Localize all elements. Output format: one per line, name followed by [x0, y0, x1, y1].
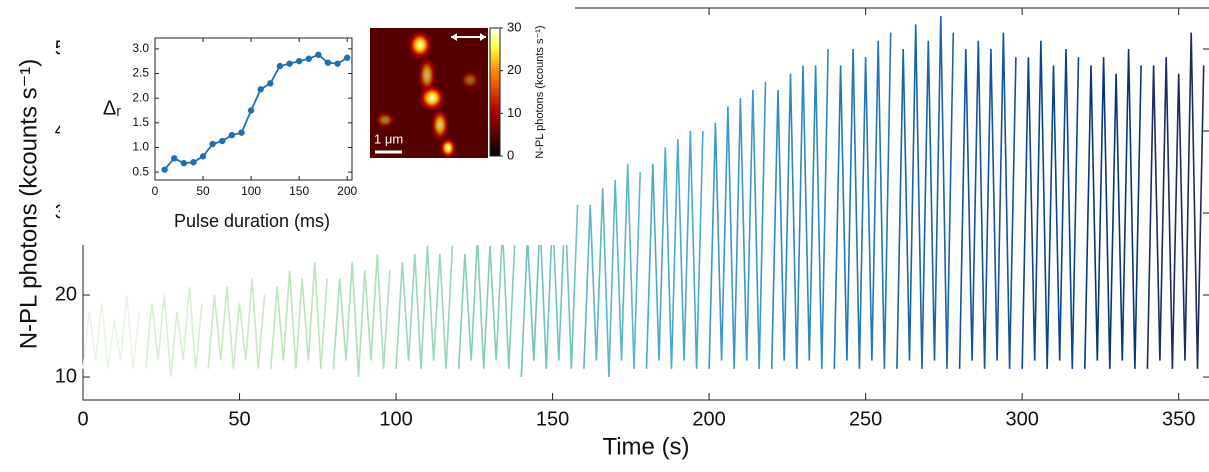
- data-point: [190, 159, 197, 166]
- x-tick-label: 150: [536, 408, 569, 430]
- x-tick-label: 100: [379, 408, 412, 430]
- x-tick-label: 150: [289, 184, 309, 198]
- colorbar-label: N-PL photons (kcounts s⁻¹): [534, 25, 546, 158]
- colorbar-tick-label: 0: [507, 147, 514, 162]
- y-tick-label: 10: [55, 365, 77, 387]
- series-line: [144, 286, 203, 378]
- y-tick-label: 0.5: [132, 164, 149, 178]
- x-tick-label: 100: [241, 184, 261, 198]
- series-line: [270, 262, 328, 369]
- y-tick-label: 20: [55, 283, 77, 305]
- x-tick-label: 350: [1162, 408, 1195, 430]
- data-point: [247, 107, 255, 114]
- series-line: [1146, 32, 1205, 369]
- colorbar-tick-label: 10: [507, 105, 521, 120]
- data-point: [219, 137, 226, 145]
- inset-y-label: Δᵣ: [103, 97, 121, 119]
- x-tick-label: 300: [1005, 408, 1038, 430]
- data-point: [324, 59, 332, 66]
- data-point: [228, 131, 236, 139]
- series-line: [1084, 48, 1142, 369]
- y-tick-label: 2.0: [132, 90, 149, 104]
- inset-background: [60, 5, 575, 245]
- y-tick-label: 3.0: [132, 41, 149, 55]
- series-line: [708, 81, 767, 369]
- colorbar-tick-label: 30: [507, 19, 521, 34]
- series-line: [207, 278, 266, 369]
- series-line: [833, 32, 892, 369]
- heatmap-image: 1 μm: [370, 28, 488, 158]
- x-tick-label: 50: [228, 408, 250, 430]
- y-tick-label: 2.5: [132, 66, 149, 80]
- x-tick-label: 250: [849, 408, 882, 430]
- x-tick-label: 200: [692, 408, 725, 430]
- inset-frame: [154, 37, 353, 181]
- series-line: [332, 253, 391, 378]
- scale-bar-label: 1 μm: [374, 131, 403, 146]
- x-tick-label: 0: [77, 408, 88, 430]
- series-line: [82, 294, 141, 369]
- data-point: [276, 62, 284, 70]
- colorbar: [489, 27, 501, 157]
- x-tick-label: 0: [152, 184, 159, 198]
- series-line: [645, 130, 704, 369]
- data-point: [295, 57, 303, 65]
- colorbar-tick-label: 20: [507, 62, 521, 77]
- y-axis-label: N-PL photons (kcounts s⁻¹): [15, 59, 42, 350]
- inset-x-label: Pulse duration (ms): [174, 211, 330, 231]
- data-point: [180, 160, 188, 167]
- data-point: [199, 153, 207, 160]
- series-line: [395, 245, 454, 369]
- data-point: [171, 155, 178, 162]
- data-point: [161, 166, 168, 173]
- colorbar-axis: 0 10 20 30: [500, 19, 521, 162]
- series-line: [958, 32, 1017, 369]
- inset-plot: 0 50 100 150 200 0.5 1.0 1.5 2.0 2.5 3.0: [132, 38, 358, 198]
- y-tick-label: 1.0: [132, 140, 149, 154]
- series-line: [457, 229, 516, 369]
- data-point: [334, 60, 341, 67]
- series-line: [520, 204, 579, 378]
- series-line: [1021, 40, 1080, 369]
- data-point: [209, 140, 216, 148]
- data-point: [305, 55, 312, 62]
- data-point: [343, 54, 351, 61]
- y-tick-label: 1.5: [132, 115, 149, 129]
- series-line: [583, 163, 641, 378]
- series-line: [770, 48, 829, 369]
- data-point: [267, 80, 274, 87]
- series-line: [896, 16, 955, 369]
- x-tick-label: 50: [196, 184, 210, 198]
- data-point: [238, 129, 245, 136]
- data-point: [315, 51, 322, 58]
- x-axis-label: Time (s): [602, 433, 689, 460]
- data-point: [286, 60, 293, 67]
- x-tick-label: 200: [337, 184, 357, 198]
- data-point: [257, 86, 264, 93]
